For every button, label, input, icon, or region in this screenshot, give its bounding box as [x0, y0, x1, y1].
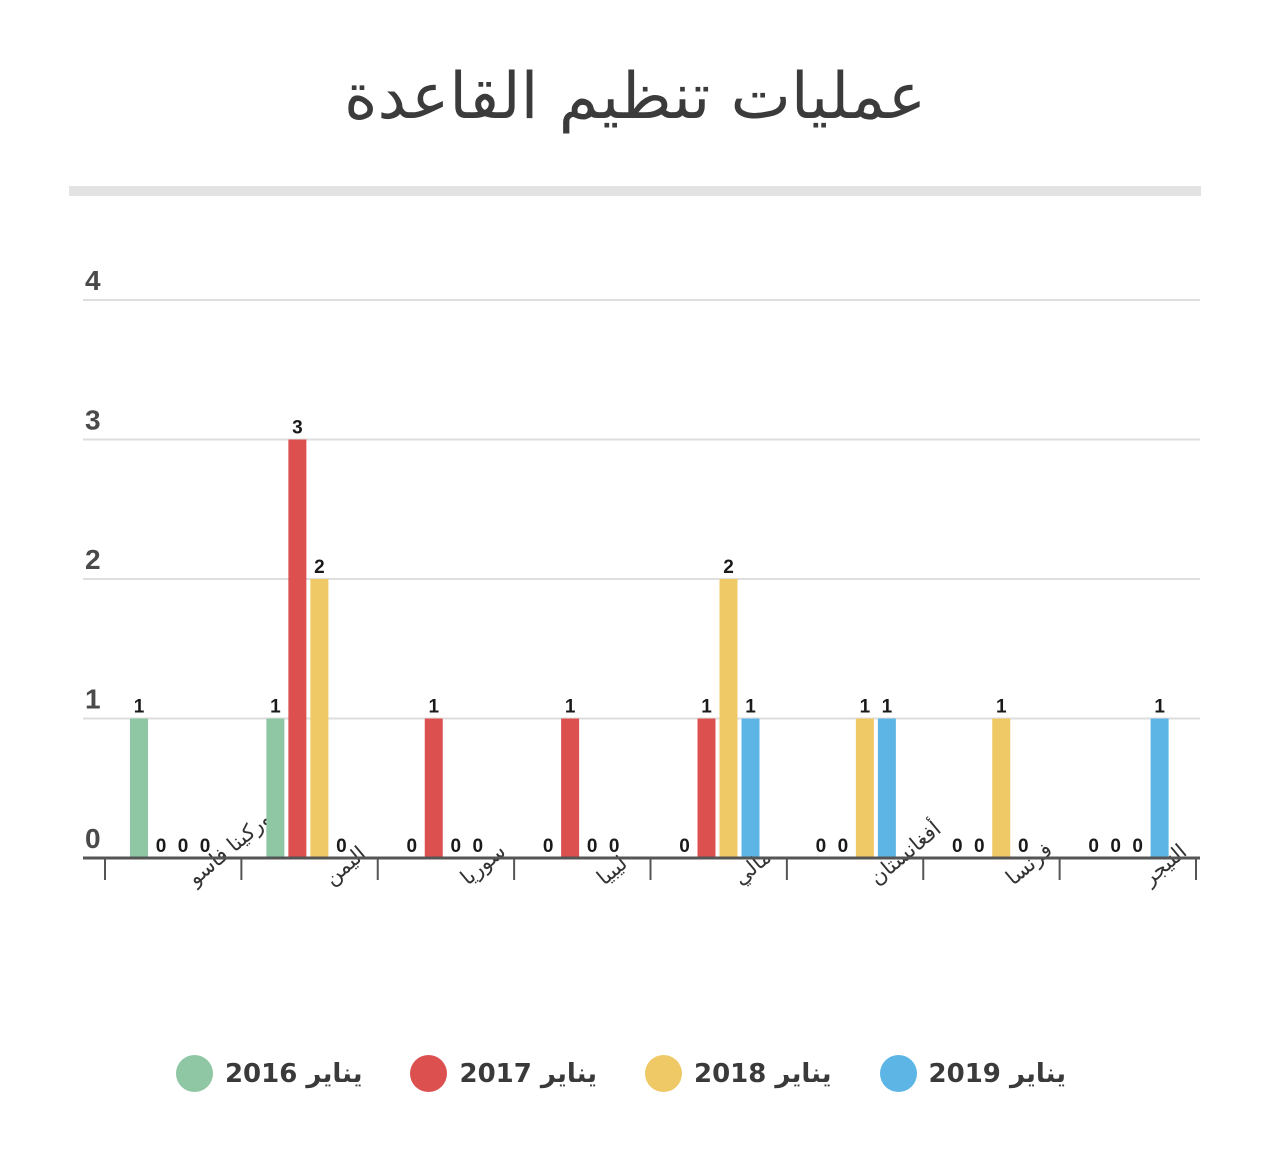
legend-label: يناير 2018 — [694, 1058, 832, 1089]
data-label: 1 — [134, 697, 145, 718]
bar — [424, 718, 443, 858]
data-label: 0 — [974, 836, 985, 857]
data-label: 0 — [1088, 836, 1099, 857]
data-label: 2 — [723, 557, 734, 578]
data-label: 1 — [701, 697, 712, 718]
data-label: 0 — [587, 836, 598, 857]
data-label: 3 — [292, 418, 303, 439]
bar — [266, 718, 285, 858]
data-label: 0 — [679, 836, 690, 857]
bar — [1150, 718, 1169, 858]
legend-swatch — [175, 1055, 213, 1092]
data-label: 1 — [428, 697, 439, 718]
data-label: 0 — [816, 836, 827, 857]
data-label: 1 — [882, 697, 893, 718]
data-label: 1 — [745, 697, 756, 718]
bar — [697, 718, 716, 858]
legend-swatch — [645, 1055, 682, 1092]
bar — [130, 718, 148, 858]
legend-label: يناير 2017 — [459, 1058, 597, 1089]
bar — [288, 439, 307, 858]
data-label: 0 — [472, 836, 483, 857]
data-label: 0 — [1018, 836, 1029, 857]
legend-item: يناير 2016 — [175, 1055, 391, 1092]
data-label: 2 — [314, 557, 325, 578]
data-label: 1 — [565, 697, 576, 718]
data-label: 0 — [336, 836, 347, 857]
bar — [719, 579, 738, 858]
data-label: 0 — [178, 836, 189, 857]
bar — [877, 718, 896, 858]
data-label: 0 — [952, 836, 963, 857]
bar — [561, 718, 580, 858]
legend-label: يناير 2019 — [928, 1058, 1067, 1089]
legend-item: يناير 2018 — [645, 1055, 860, 1092]
bar — [741, 718, 760, 858]
data-label: 0 — [1110, 836, 1121, 857]
legend-swatch — [410, 1055, 448, 1092]
data-label: 0 — [1132, 836, 1143, 857]
data-label: 1 — [860, 697, 871, 718]
legend-item: يناير 2019 — [879, 1055, 1095, 1092]
data-label: 0 — [838, 836, 849, 857]
y-tick-label: 2 — [85, 544, 101, 575]
data-label: 0 — [543, 836, 554, 857]
bar — [310, 579, 329, 858]
y-tick-label: 0 — [85, 823, 101, 854]
chart-title: عمليات تنظيم القاعدة — [343, 60, 927, 134]
legend-label: يناير 2016 — [224, 1058, 363, 1089]
legend-swatch — [879, 1055, 917, 1092]
data-label: 0 — [156, 836, 167, 857]
title-divider — [69, 186, 1201, 196]
data-label: 1 — [1154, 697, 1165, 718]
data-label: 0 — [450, 836, 461, 857]
data-label: 1 — [270, 697, 281, 718]
bar — [992, 718, 1011, 858]
data-label: 0 — [406, 836, 417, 857]
y-tick-label: 1 — [85, 684, 101, 715]
y-tick-label: 3 — [85, 405, 101, 436]
data-label: 1 — [996, 697, 1007, 718]
data-label: 0 — [200, 836, 211, 857]
x-category-label: بوركينا فاسو — [182, 802, 281, 890]
legend-item: يناير 2017 — [410, 1055, 625, 1092]
y-tick-label: 4 — [85, 265, 101, 296]
bar — [855, 718, 874, 858]
x-category-label: أفغانستان — [864, 815, 946, 890]
data-label: 0 — [609, 836, 620, 857]
legend: يناير 2016 يناير 2017 يناير 2018 يناير 2019 — [0, 1055, 1270, 1092]
